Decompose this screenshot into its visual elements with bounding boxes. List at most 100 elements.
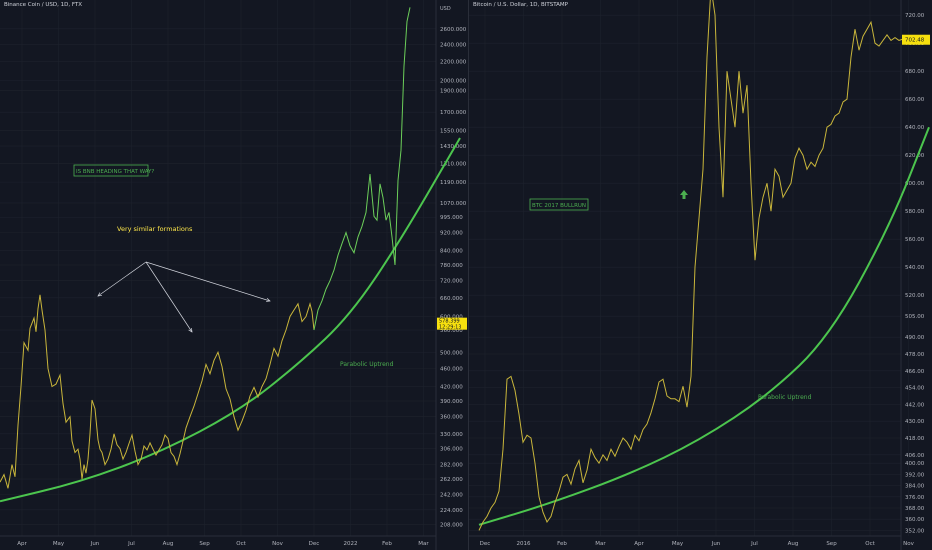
y-tick-label: 224.000 (440, 508, 463, 514)
pointer-arrow-line (145, 261, 193, 333)
y-tick-label: 306.000 (440, 447, 463, 453)
y-tick-label: 1700.000 (440, 110, 467, 116)
y-tick-label: 600.00 (905, 181, 925, 187)
y-tick-label: 560.00 (905, 237, 925, 243)
parabolic-trend-curve (0, 137, 461, 503)
btc-symbol-header[interactable]: Bitcoin / U.S. Dollar, 1D, BITSTAMP (473, 2, 568, 8)
y-tick-label: 640.00 (905, 125, 925, 131)
y-tick-label: 352.00 (905, 528, 925, 534)
y-tick-label: 720.00 (905, 13, 925, 19)
y-tick-label: 720.000 (440, 279, 463, 285)
price-series-line (0, 294, 315, 489)
x-tick-label: Dec (480, 541, 491, 547)
annotation-box-label: BTC 2017 BULLRUN (532, 203, 586, 209)
y-tick-label: 360.00 (905, 517, 925, 523)
y-tick-label: 1310.000 (440, 161, 467, 167)
bnb-symbol-header[interactable]: Binance Coin / USD, 1D, FTX (4, 2, 83, 8)
y-tick-label: 368.00 (905, 506, 925, 512)
x-tick-label: Oct (236, 541, 246, 547)
y-tick-label: 282.000 (440, 463, 463, 469)
last-price-value: 702.48 (905, 38, 925, 44)
x-tick-label: May (53, 541, 65, 547)
bnb-chart-svg[interactable]: 2600.000 2400.000 2200.000 2000.000 1900.000… (0, 0, 468, 550)
y-tick-label: 466.00 (905, 369, 925, 375)
x-tick-label: Jun (711, 541, 721, 547)
y-tick-label: 780.000 (440, 263, 463, 269)
annotation-box-label: IS BNB HEADING THAT WAY? (76, 169, 154, 175)
y-tick-label: 392.00 (905, 472, 925, 478)
x-tick-label: Apr (17, 541, 27, 547)
y-tick-label: 384.00 (905, 484, 925, 490)
y-tick-label: 442.00 (905, 402, 925, 408)
x-tick-label: Mar (595, 541, 606, 547)
x-tick-label: Apr (634, 541, 644, 547)
y-tick-label: 1900.000 (440, 88, 467, 94)
y-tick-label: 454.00 (905, 386, 925, 392)
annotation-note: Very similar formations (117, 225, 193, 233)
y-tick-label: 1190.000 (440, 180, 467, 186)
x-tick-label: Aug (788, 541, 799, 547)
y-tick-label: 242.000 (440, 493, 463, 499)
y-tick-label: 600.000 (440, 314, 463, 320)
annotation-box (73, 164, 149, 177)
y-tick-label: 418.00 (905, 436, 925, 442)
y-tick-label: 460.000 (440, 367, 463, 373)
y-tick-label: 620.00 (905, 153, 925, 159)
last-price-tag (902, 34, 930, 45)
y-tick-label: 406.00 (905, 453, 925, 459)
y-tick-label: 376.00 (905, 495, 925, 501)
y-tick-label: 420.000 (440, 384, 463, 390)
y-tick-label: 390.000 (440, 399, 463, 405)
y-tick-label: 660.000 (440, 296, 463, 302)
y-tick-label: 1430.000 (440, 144, 467, 150)
bnb-currency-label: USD (440, 6, 451, 12)
x-tick-label: Nov (903, 541, 914, 547)
chart-pane-bnb[interactable]: 2600.000 2400.000 2200.000 2000.000 1900.000… (0, 0, 468, 550)
btc-chart-svg[interactable]: 720.00700.00680.00660.00640.00620.00600.… (469, 0, 932, 550)
y-tick-label: 430.00 (905, 419, 925, 425)
countdown-value: 12:29:13 (439, 325, 461, 331)
y-tick-label: 500.000 (440, 350, 463, 356)
x-tick-label: Nov (272, 541, 283, 547)
y-tick-label: 580.00 (905, 209, 925, 215)
y-tick-label: 360.000 (440, 415, 463, 421)
parabolic-trend-curve (478, 126, 930, 526)
y-tick-label: 540.00 (905, 265, 925, 271)
y-tick-label: 920.000 (440, 231, 463, 237)
last-price-tag (437, 317, 467, 330)
y-tick-label: 208.000 (440, 522, 463, 528)
x-tick-label: Feb (382, 541, 392, 547)
y-tick-label: 1550.000 (440, 128, 467, 134)
chart-pane-btc[interactable]: 720.00700.00680.00660.00640.00620.00600.… (468, 0, 932, 550)
x-tick-label: 2016 (517, 541, 531, 547)
y-tick-label: 2000.000 (440, 78, 467, 84)
y-tick-label: 400.00 (905, 461, 925, 467)
y-tick-label: 680.00 (905, 69, 925, 75)
y-tick-label: 478.00 (905, 352, 925, 358)
y-tick-label: 520.00 (905, 293, 925, 299)
y-tick-label: 840.000 (440, 248, 463, 254)
y-tick-label: 262.000 (440, 477, 463, 483)
y-tick-label: 505.00 (905, 314, 925, 320)
x-tick-label: May (672, 541, 684, 547)
x-tick-label: Oct (865, 541, 875, 547)
y-tick-label: 2200.000 (440, 60, 467, 66)
y-tick-label: 560.000 (440, 328, 463, 334)
pointer-arrow-head (265, 298, 271, 302)
last-price-value: 578.399 (439, 319, 460, 325)
x-tick-label: Jul (127, 541, 135, 547)
pointer-arrow-line (97, 261, 147, 297)
y-tick-label: 330.000 (440, 432, 463, 438)
y-tick-label: 1070.000 (440, 201, 467, 207)
x-tick-label: Jun (90, 541, 100, 547)
y-tick-label: 2400.000 (440, 42, 467, 48)
curve-label: Parabolic Uptrend (758, 394, 812, 401)
y-tick-label: 995.000 (440, 215, 463, 221)
price-series-line (478, 0, 923, 531)
annotation-box (529, 198, 589, 211)
y-tick-label: 490.00 (905, 335, 925, 341)
x-tick-label: Dec (309, 541, 320, 547)
x-tick-label: Feb (557, 541, 567, 547)
x-tick-label: Mar (418, 541, 429, 547)
x-tick-label: Sep (826, 541, 837, 547)
